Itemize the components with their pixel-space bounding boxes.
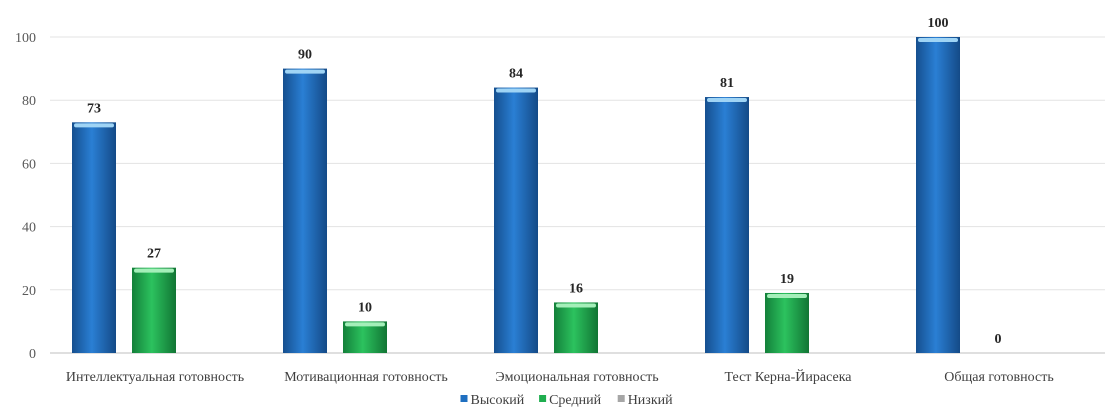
bar-highlight [285,69,325,74]
bar-highlight [918,38,958,42]
bar-Высокий [916,37,960,353]
legend-swatch [617,395,625,402]
legend-swatch [460,395,468,402]
bar-highlight [134,268,174,273]
y-axis-ticks: 0 20 40 60 80 100 [15,31,36,362]
category-labels: Интеллектуальная готовность Мотивационная… [66,368,1054,385]
legend-swatch [539,395,547,402]
data-label: 100 [928,16,949,31]
legend-entry: Средний [549,393,601,408]
legend-entry: Высокий [471,393,525,408]
bar-highlight [74,123,114,128]
category-label: Эмоциональная готовность [495,370,658,385]
bar-highlight [767,293,807,298]
bar-Средний [765,292,809,353]
bar-Средний [132,267,176,353]
bar-highlight [707,98,747,103]
data-label: 19 [780,272,794,287]
y-tick-label: 80 [22,94,36,109]
category-label: Мотивационная готовность [284,370,448,385]
bar-highlight [345,322,385,327]
bar-Средний [343,321,387,353]
y-tick-label: 60 [22,157,36,172]
bar-Высокий [283,68,327,353]
data-label: 90 [298,48,312,63]
data-label: 73 [87,101,101,116]
category-label: Тест Керна-Йирасека [724,368,852,385]
data-labels: 73 27 90 10 84 16 81 19 100 0 [87,16,1002,347]
bars [72,37,960,353]
bar-Высокий [705,97,749,353]
legend-entry: Низкий [628,393,673,408]
data-label: 10 [358,300,372,315]
y-tick-label: 100 [15,31,36,46]
y-tick-label: 0 [29,347,36,362]
y-tick-label: 20 [22,284,36,299]
data-label: 16 [569,281,583,296]
bar-highlight [556,303,596,308]
data-label: 0 [995,332,1002,347]
y-tick-label: 40 [22,221,36,236]
legend: Высокий Средний Низкий [460,393,673,408]
data-label: 27 [147,247,161,262]
bar-Высокий [494,87,538,353]
category-label: Интеллектуальная готовность [66,370,244,385]
data-label: 81 [720,76,734,91]
bar-Высокий [72,122,116,353]
data-label: 84 [509,67,523,82]
bar-Средний [554,302,598,353]
category-label: Общая готовность [944,370,1053,385]
bar-highlight [496,88,536,93]
